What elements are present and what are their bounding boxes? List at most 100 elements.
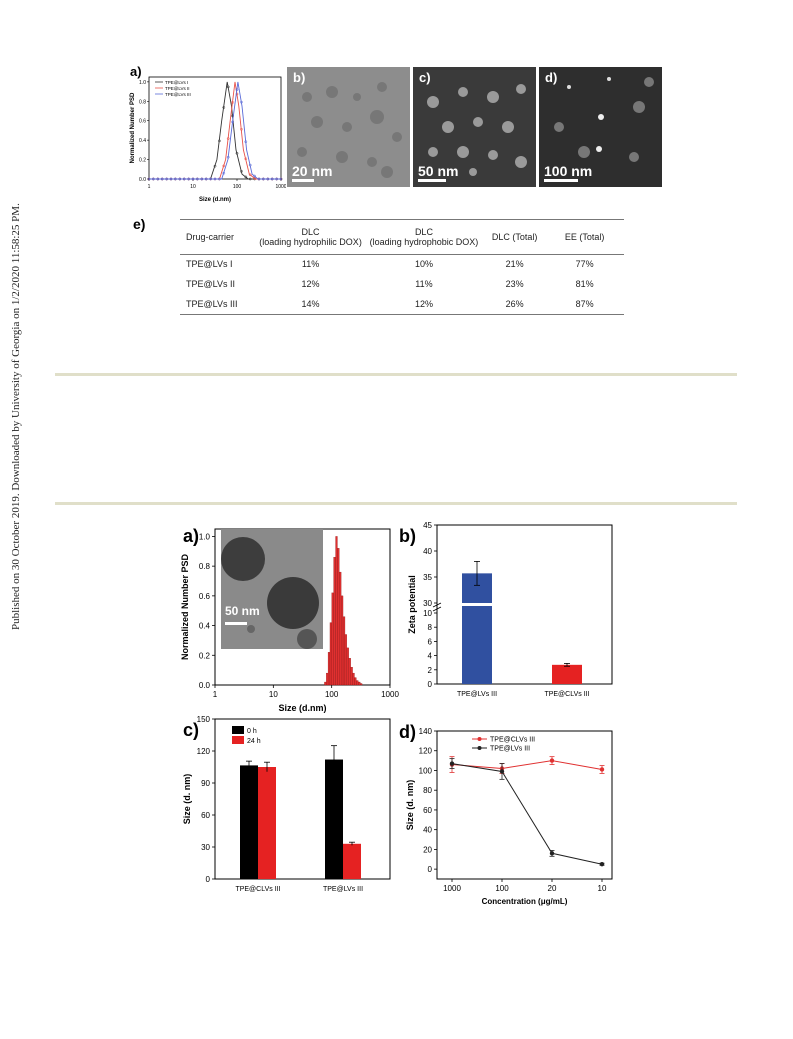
y-tick-label: 0.6 [139,119,146,125]
size-bar [343,843,361,879]
legend-marker [477,746,482,750]
psd-point [222,164,226,168]
y-tick-label: 1.0 [199,532,211,541]
scale-bar-b [292,179,314,182]
psd-histogram: a) 0.0 0.2 0.4 0.6 0.8 1.0 1 10 100 1000 Size (d.nm… [180,526,399,713]
histogram-bar [346,647,349,686]
series-line [451,763,603,865]
table-cell: 11% [301,259,320,270]
table-cell: 14% [301,299,320,309]
psd-point [235,151,239,155]
psd-point [257,177,261,181]
x-tick-label: 1000 [443,884,461,893]
bottom-panel-d: d) 0 20 40 60 80 100 120 140 1000 100 20 10 Concentra… [397,716,622,916]
table-header: EE (Total) [564,231,605,242]
y-tick-label: 35 [423,573,432,582]
y-axis-label: Normalized Number PSD [130,92,136,163]
data-point [599,767,605,772]
plot-frame [436,524,613,685]
histogram-bar [326,672,329,686]
histogram-bar [358,681,361,686]
y-tick-label: 0.2 [199,651,211,660]
psd-series-line [149,81,281,180]
histogram-bar [339,571,342,686]
histogram-bar [331,592,334,686]
histogram-bar [360,683,363,686]
data-table: Drug-carrier DLC (loading hydrophilic DO… [180,219,624,315]
table-cell: 21% [505,259,524,270]
y-tick-label: 0 [428,865,433,874]
histogram-bar [337,548,340,686]
y-tick-label: 30 [423,599,432,608]
scale-label-d: 100 nm [544,163,593,179]
data-point [499,769,505,774]
psd-point [240,100,243,104]
series-line [451,760,603,770]
psd-point [147,177,151,181]
psd-point [240,169,243,173]
y-tick-label: 0.6 [199,592,211,601]
y-tick-label: 40 [423,547,432,556]
psd-point [226,155,230,159]
tem-image-c: c) 50 nm [413,67,536,187]
table-cell: 77% [575,259,594,270]
y-tick-label: 0 [428,680,433,689]
y-tick-label: 1.0 [139,80,146,86]
stability-bar-chart: c) 0 30 60 90 120 150 Size (d. nm) TPE@CLVs III T… [182,715,391,893]
y-tick-label: 40 [423,826,432,835]
psd-point [165,177,168,181]
legend-label: 24 h [247,738,261,745]
data-point [449,761,455,766]
histogram-bar [356,680,359,686]
panel-letter-c: c) [183,720,199,740]
table-cell: 12% [301,279,320,289]
y-axis-label: Zeta potential [407,575,417,634]
psd-point [156,177,160,181]
psd-point [226,85,230,89]
psd-point [218,139,221,143]
x-tick-label: 100 [233,184,242,190]
histogram-bar [324,681,327,686]
psd-point [204,177,208,181]
y-tick-label: 120 [419,747,433,756]
psd-point [244,175,248,179]
y-tick-label: 90 [201,779,210,788]
y-tick-label: 0.8 [199,562,211,571]
psd-point [200,177,204,181]
y-tick-label: 80 [423,786,432,795]
psd-point [231,101,234,104]
panel-letter-d: d) [399,722,416,742]
histogram-bar [335,536,338,686]
psd-point [218,177,221,181]
psd-point [248,163,252,167]
table-cell: 11% [415,279,433,289]
psd-point [262,177,265,181]
psd-point [169,177,173,181]
psd-point [213,177,217,181]
bottom-panel-c: c) 0 30 60 90 120 150 Size (d. nm) TPE@CLVs III T… [175,715,400,916]
tem-image-b: b) 20 nm [287,67,410,187]
y-axis-label: Size (d. nm) [182,774,192,825]
psd-point [266,177,270,181]
table-header: Drug-carrier [186,231,235,242]
y-tick-label: 10 [423,609,432,618]
y-tick-label: 2 [428,666,433,675]
zeta-bar [462,573,492,684]
tem-image-d: d) 100 nm [539,67,662,187]
table-cell: 12% [414,299,433,309]
histogram-bar [327,652,331,686]
size-bar [325,759,343,879]
axis-break-mark [432,602,442,608]
x-axis-label: Size (d.nm) [278,703,326,713]
y-tick-label: 0.0 [139,177,146,183]
legend-label: TPE@LVs I [165,80,188,85]
y-tick-label: 8 [428,623,433,632]
table-header: DLC (loading hydrophobic DOX) [369,226,479,247]
size-bar [240,765,258,879]
table-header: DLC (Total) [491,231,538,242]
data-point [599,862,605,867]
x-tick-label: 10 [598,884,607,893]
separator-rule [55,373,737,376]
y-tick-label: 30 [201,843,210,852]
y-tick-label: 6 [428,637,433,646]
